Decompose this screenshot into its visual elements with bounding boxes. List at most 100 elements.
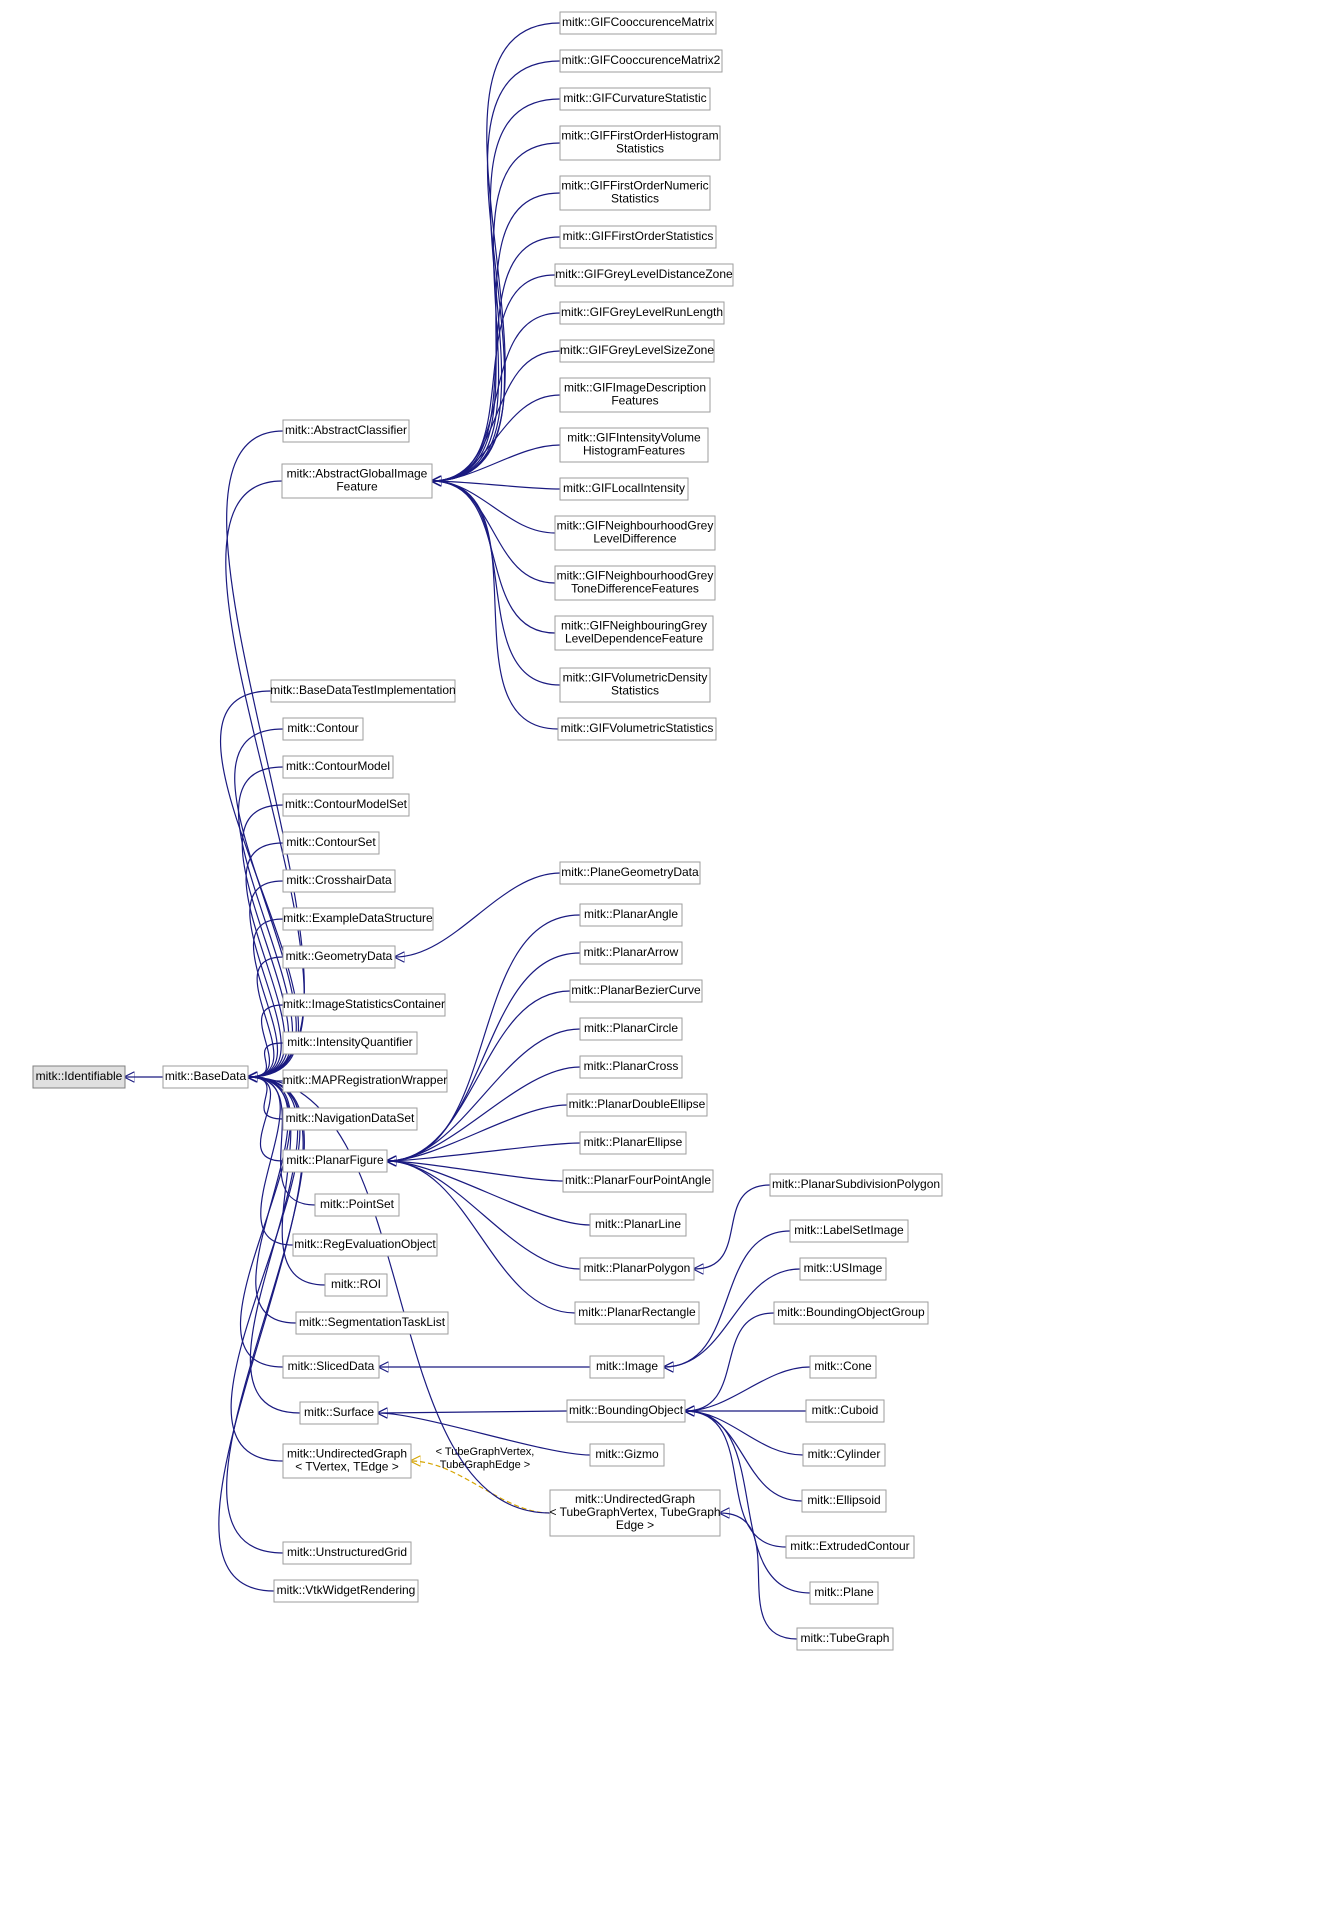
node-gifngtd[interactable]: mitk::GIFNeighbourhoodGreyToneDifference…: [555, 566, 715, 600]
node-vtkwidget[interactable]: mitk::VtkWidgetRendering: [274, 1580, 418, 1602]
node-planarline[interactable]: mitk::PlanarLine: [590, 1214, 686, 1236]
node-contourmodel[interactable]: mitk::ContourModel: [283, 756, 393, 778]
node-label: mitk::SegmentationTaskList: [299, 1315, 446, 1329]
node-label: mitk::UndirectedGraph: [575, 1492, 695, 1506]
node-labelset[interactable]: mitk::LabelSetImage: [790, 1220, 908, 1242]
node-pointset[interactable]: mitk::PointSet: [315, 1194, 399, 1216]
node-label: mitk::ROI: [331, 1277, 381, 1291]
node-label: mitk::PointSet: [320, 1197, 395, 1211]
node-crosshair[interactable]: mitk::CrosshairData: [283, 870, 395, 892]
node-label: mitk::TubeGraph: [801, 1631, 890, 1645]
node-geometrydata[interactable]: mitk::GeometryData: [283, 946, 395, 968]
node-planarrect[interactable]: mitk::PlanarRectangle: [575, 1302, 699, 1324]
node-contourset[interactable]: mitk::ContourSet: [283, 832, 379, 854]
node-sliceddata[interactable]: mitk::SlicedData: [283, 1356, 379, 1378]
node-label: Features: [611, 394, 658, 408]
node-roi[interactable]: mitk::ROI: [325, 1274, 387, 1296]
node-planarpoly[interactable]: mitk::PlanarPolygon: [580, 1258, 694, 1280]
node-label: < TubeGraphVertex, TubeGraph: [549, 1505, 720, 1519]
node-contour[interactable]: mitk::Contour: [283, 718, 363, 740]
node-cuboid[interactable]: mitk::Cuboid: [806, 1400, 884, 1422]
node-giflocal[interactable]: mitk::GIFLocalIntensity: [560, 478, 688, 500]
node-label: mitk::GIFGreyLevelDistanceZone: [555, 267, 733, 281]
node-cylinder[interactable]: mitk::Cylinder: [803, 1444, 885, 1466]
node-label: Statistics: [611, 684, 659, 698]
node-regeval[interactable]: mitk::RegEvaluationObject: [293, 1234, 437, 1256]
node-label: mitk::PlanarPolygon: [584, 1261, 691, 1275]
node-label: mitk::AbstractClassifier: [285, 423, 407, 437]
node-gifglrl[interactable]: mitk::GIFGreyLevelRunLength: [560, 302, 724, 324]
node-imagestats[interactable]: mitk::ImageStatisticsContainer: [283, 994, 445, 1016]
node-label: Feature: [336, 480, 378, 494]
node-gifngldf[interactable]: mitk::GIFNeighbouringGreyLevelDependence…: [555, 616, 713, 650]
node-extruded[interactable]: mitk::ExtrudedContour: [786, 1536, 914, 1558]
node-basedata[interactable]: mitk::BaseData: [163, 1066, 248, 1088]
edge-bogroup-to-boundingobj: [685, 1313, 774, 1411]
node-planarcross[interactable]: mitk::PlanarCross: [580, 1056, 682, 1078]
node-planarellipse[interactable]: mitk::PlanarEllipse: [580, 1132, 686, 1154]
node-label: mitk::Contour: [287, 721, 358, 735]
node-label: mitk::ExampleDataStructure: [283, 911, 433, 925]
node-identifiable[interactable]: mitk::Identifiable: [33, 1066, 125, 1088]
node-surface[interactable]: mitk::Surface: [300, 1402, 378, 1424]
node-planararrow[interactable]: mitk::PlanarArrow: [580, 942, 682, 964]
edge-unstructured-to-basedata: [227, 1077, 305, 1553]
node-label: mitk::GIFImageDescription: [564, 381, 706, 395]
node-planarfigure[interactable]: mitk::PlanarFigure: [283, 1150, 387, 1172]
edge-gifvds-to-abstractglobal: [432, 481, 560, 685]
node-gizmo[interactable]: mitk::Gizmo: [590, 1444, 664, 1466]
node-label: mitk::GIFVolumetricDensity: [563, 671, 708, 685]
node-segtask[interactable]: mitk::SegmentationTaskList: [296, 1312, 448, 1334]
node-ellipsoid[interactable]: mitk::Ellipsoid: [802, 1490, 886, 1512]
node-planarangle[interactable]: mitk::PlanarAngle: [580, 904, 682, 926]
node-image[interactable]: mitk::Image: [590, 1356, 664, 1378]
node-tubegraph[interactable]: mitk::TubeGraph: [797, 1628, 893, 1650]
edge-labelset-to-image: [664, 1231, 790, 1367]
node-label: mitk::GIFGreyLevelSizeZone: [560, 343, 714, 357]
node-planarfpa[interactable]: mitk::PlanarFourPointAngle: [563, 1170, 713, 1192]
node-planarcircle[interactable]: mitk::PlanarCircle: [580, 1018, 682, 1040]
node-label: mitk::GIFCooccurenceMatrix: [562, 15, 714, 29]
node-giffonum[interactable]: mitk::GIFFirstOrderNumericStatistics: [560, 176, 710, 210]
node-intensityq[interactable]: mitk::IntensityQuantifier: [283, 1032, 417, 1054]
node-label: mitk::PlanarDoubleEllipse: [569, 1097, 706, 1111]
node-label: mitk::GIFCooccurenceMatrix2: [562, 53, 721, 67]
node-gifglsz[interactable]: mitk::GIFGreyLevelSizeZone: [560, 340, 714, 362]
node-planarsubdiv[interactable]: mitk::PlanarSubdivisionPolygon: [770, 1174, 942, 1196]
node-unstructured[interactable]: mitk::UnstructuredGrid: [283, 1542, 411, 1564]
node-giffos[interactable]: mitk::GIFFirstOrderStatistics: [560, 226, 716, 248]
node-planarbezier[interactable]: mitk::PlanarBezierCurve: [570, 980, 702, 1002]
node-undirgraphTG[interactable]: mitk::UndirectedGraph< TubeGraphVertex, …: [549, 1490, 720, 1536]
node-mapreg[interactable]: mitk::MAPRegistrationWrapper: [283, 1070, 448, 1092]
node-giffohist[interactable]: mitk::GIFFirstOrderHistogramStatistics: [560, 126, 720, 160]
node-plane[interactable]: mitk::Plane: [810, 1582, 878, 1604]
node-gifcoocc[interactable]: mitk::GIFCooccurenceMatrix: [560, 12, 716, 34]
node-navdata[interactable]: mitk::NavigationDataSet: [283, 1108, 417, 1130]
node-label: mitk::GIFVolumetricStatistics: [561, 721, 714, 735]
node-undirgraphT[interactable]: mitk::UndirectedGraph< TVertex, TEdge >: [283, 1444, 411, 1478]
node-basedatatest[interactable]: mitk::BaseDataTestImplementation: [270, 680, 455, 702]
node-gifivh[interactable]: mitk::GIFIntensityVolumeHistogramFeature…: [560, 428, 708, 462]
template-edge-label: TubeGraphEdge >: [440, 1459, 530, 1471]
node-planardbl[interactable]: mitk::PlanarDoubleEllipse: [567, 1094, 707, 1116]
node-gifcurv[interactable]: mitk::GIFCurvatureStatistic: [560, 88, 710, 110]
node-abstractglobal[interactable]: mitk::AbstractGlobalImageFeature: [282, 464, 432, 498]
node-gifngld[interactable]: mitk::GIFNeighbourhoodGreyLevelDifferenc…: [555, 516, 715, 550]
node-label: mitk::PlanarCross: [584, 1059, 679, 1073]
node-boundingobj[interactable]: mitk::BoundingObject: [567, 1400, 685, 1422]
node-gifgldz[interactable]: mitk::GIFGreyLevelDistanceZone: [555, 264, 733, 286]
node-abstractclassifier[interactable]: mitk::AbstractClassifier: [283, 420, 409, 442]
node-gifimgdesc[interactable]: mitk::GIFImageDescriptionFeatures: [560, 378, 710, 412]
node-exampledata[interactable]: mitk::ExampleDataStructure: [283, 908, 433, 930]
node-gifcoocc2[interactable]: mitk::GIFCooccurenceMatrix2: [560, 50, 722, 72]
node-cone[interactable]: mitk::Cone: [810, 1356, 876, 1378]
node-contourmodelset[interactable]: mitk::ContourModelSet: [283, 794, 409, 816]
node-label: mitk::VtkWidgetRendering: [277, 1583, 416, 1597]
node-usimage[interactable]: mitk::USImage: [800, 1258, 886, 1280]
node-gifvds[interactable]: mitk::GIFVolumetricDensityStatistics: [560, 668, 710, 702]
node-label: mitk::PlanarSubdivisionPolygon: [772, 1177, 940, 1191]
node-bogroup[interactable]: mitk::BoundingObjectGroup: [774, 1302, 928, 1324]
node-gifvs[interactable]: mitk::GIFVolumetricStatistics: [558, 718, 716, 740]
node-label: < TVertex, TEdge >: [295, 1460, 399, 1474]
node-planegeom[interactable]: mitk::PlaneGeometryData: [560, 862, 700, 884]
